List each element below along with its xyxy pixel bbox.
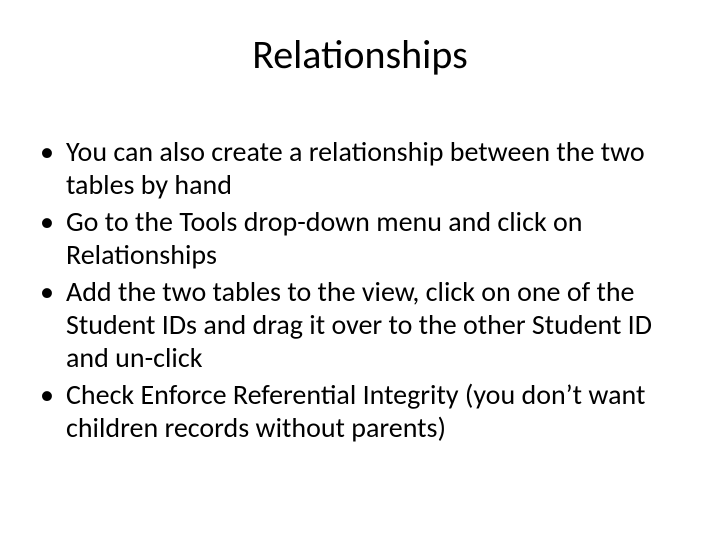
list-item: Add the two tables to the view, click on… [36, 275, 684, 374]
bullet-text: Add the two tables to the view, click on… [66, 275, 684, 374]
list-item: Go to the Tools drop-down menu and click… [36, 205, 684, 271]
list-item: You can also create a relationship betwe… [36, 135, 684, 201]
bullet-text: Go to the Tools drop-down menu and click… [66, 205, 684, 271]
list-item: Check Enforce Referential Integrity (you… [36, 378, 684, 444]
bullet-text: You can also create a relationship betwe… [66, 135, 684, 201]
bullet-list: You can also create a relationship betwe… [36, 135, 684, 444]
slide-title: Relationships [36, 30, 684, 79]
bullet-text: Check Enforce Referential Integrity (you… [66, 378, 684, 444]
slide: Relationships You can also create a rela… [0, 0, 720, 540]
